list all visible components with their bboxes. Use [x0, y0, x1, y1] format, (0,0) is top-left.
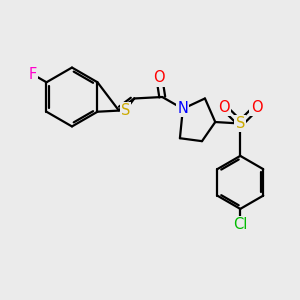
Text: Cl: Cl [233, 217, 247, 232]
Text: O: O [218, 100, 230, 115]
Text: F: F [28, 67, 37, 82]
Text: S: S [121, 103, 130, 118]
Text: S: S [236, 116, 245, 131]
Text: O: O [251, 100, 262, 115]
Text: O: O [154, 70, 165, 86]
Text: N: N [177, 101, 188, 116]
